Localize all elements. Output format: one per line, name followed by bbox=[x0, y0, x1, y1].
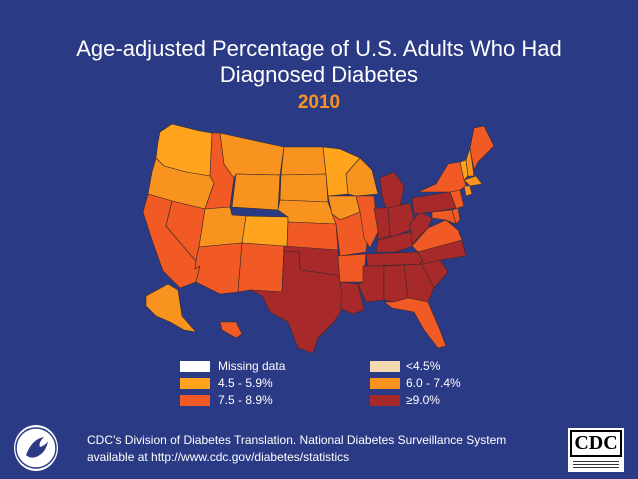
state-ND bbox=[280, 146, 327, 176]
cdc-logo-tagline-lines bbox=[570, 459, 622, 469]
legend-swatch bbox=[370, 395, 400, 406]
state-IL bbox=[355, 195, 379, 249]
state-WV bbox=[409, 211, 433, 245]
legend-swatch bbox=[370, 378, 400, 389]
state-KS bbox=[286, 221, 339, 251]
state-TX bbox=[249, 250, 347, 354]
cdc-logo-text: CDC bbox=[570, 430, 622, 457]
legend-label: ≥9.0% bbox=[406, 393, 440, 407]
state-AK bbox=[145, 283, 197, 333]
state-FL bbox=[383, 297, 447, 349]
state-MA bbox=[463, 175, 483, 187]
state-SD bbox=[279, 173, 329, 203]
hhs-eagle-logo bbox=[14, 425, 58, 471]
title-line-2: Diagnosed Diabetes bbox=[219, 62, 419, 87]
state-MT bbox=[219, 132, 285, 179]
state-AR bbox=[337, 253, 367, 283]
state-WI bbox=[345, 157, 379, 197]
legend-label: 6.0 - 7.4% bbox=[406, 376, 461, 390]
eagle-icon bbox=[15, 427, 57, 469]
legend-swatch bbox=[180, 395, 210, 406]
state-PA bbox=[411, 191, 457, 215]
state-DE bbox=[451, 207, 461, 225]
state-CO bbox=[241, 215, 289, 248]
legend-label: Missing data bbox=[218, 359, 286, 373]
legend-swatch bbox=[370, 361, 400, 372]
legend-label: 4.5 - 5.9% bbox=[218, 376, 273, 390]
state-NY bbox=[417, 161, 467, 193]
title-line-1: Age-adjusted Percentage of U.S. Adults W… bbox=[76, 36, 562, 61]
source-footer: CDC’s Division of Diabetes Translation. … bbox=[87, 432, 506, 466]
state-IN bbox=[373, 207, 391, 241]
legend-label: <4.5% bbox=[406, 359, 441, 373]
legend-swatch bbox=[180, 361, 210, 372]
state-MD bbox=[431, 209, 457, 225]
state-ME bbox=[469, 125, 495, 171]
state-CT bbox=[463, 185, 473, 197]
footer-line-1: CDC’s Division of Diabetes Translation. … bbox=[87, 433, 507, 447]
legend-swatch bbox=[180, 378, 210, 389]
state-OH bbox=[387, 202, 417, 237]
state-NH bbox=[465, 147, 475, 177]
state-HI bbox=[219, 321, 243, 339]
state-AZ bbox=[194, 242, 243, 295]
state-WY bbox=[231, 173, 281, 211]
title-year: 2010 bbox=[297, 92, 341, 113]
cdc-logo: CDC bbox=[568, 428, 624, 472]
state-MI bbox=[379, 171, 405, 209]
state-UT bbox=[198, 206, 247, 248]
legend-label: 7.5 - 8.9% bbox=[218, 393, 273, 407]
state-TN bbox=[365, 251, 425, 267]
map-title: Age-adjusted Percentage of U.S. Adults W… bbox=[0, 36, 638, 114]
state-NM bbox=[237, 242, 285, 293]
footer-line-2: available at http://www.cdc.gov/diabetes… bbox=[87, 450, 350, 464]
